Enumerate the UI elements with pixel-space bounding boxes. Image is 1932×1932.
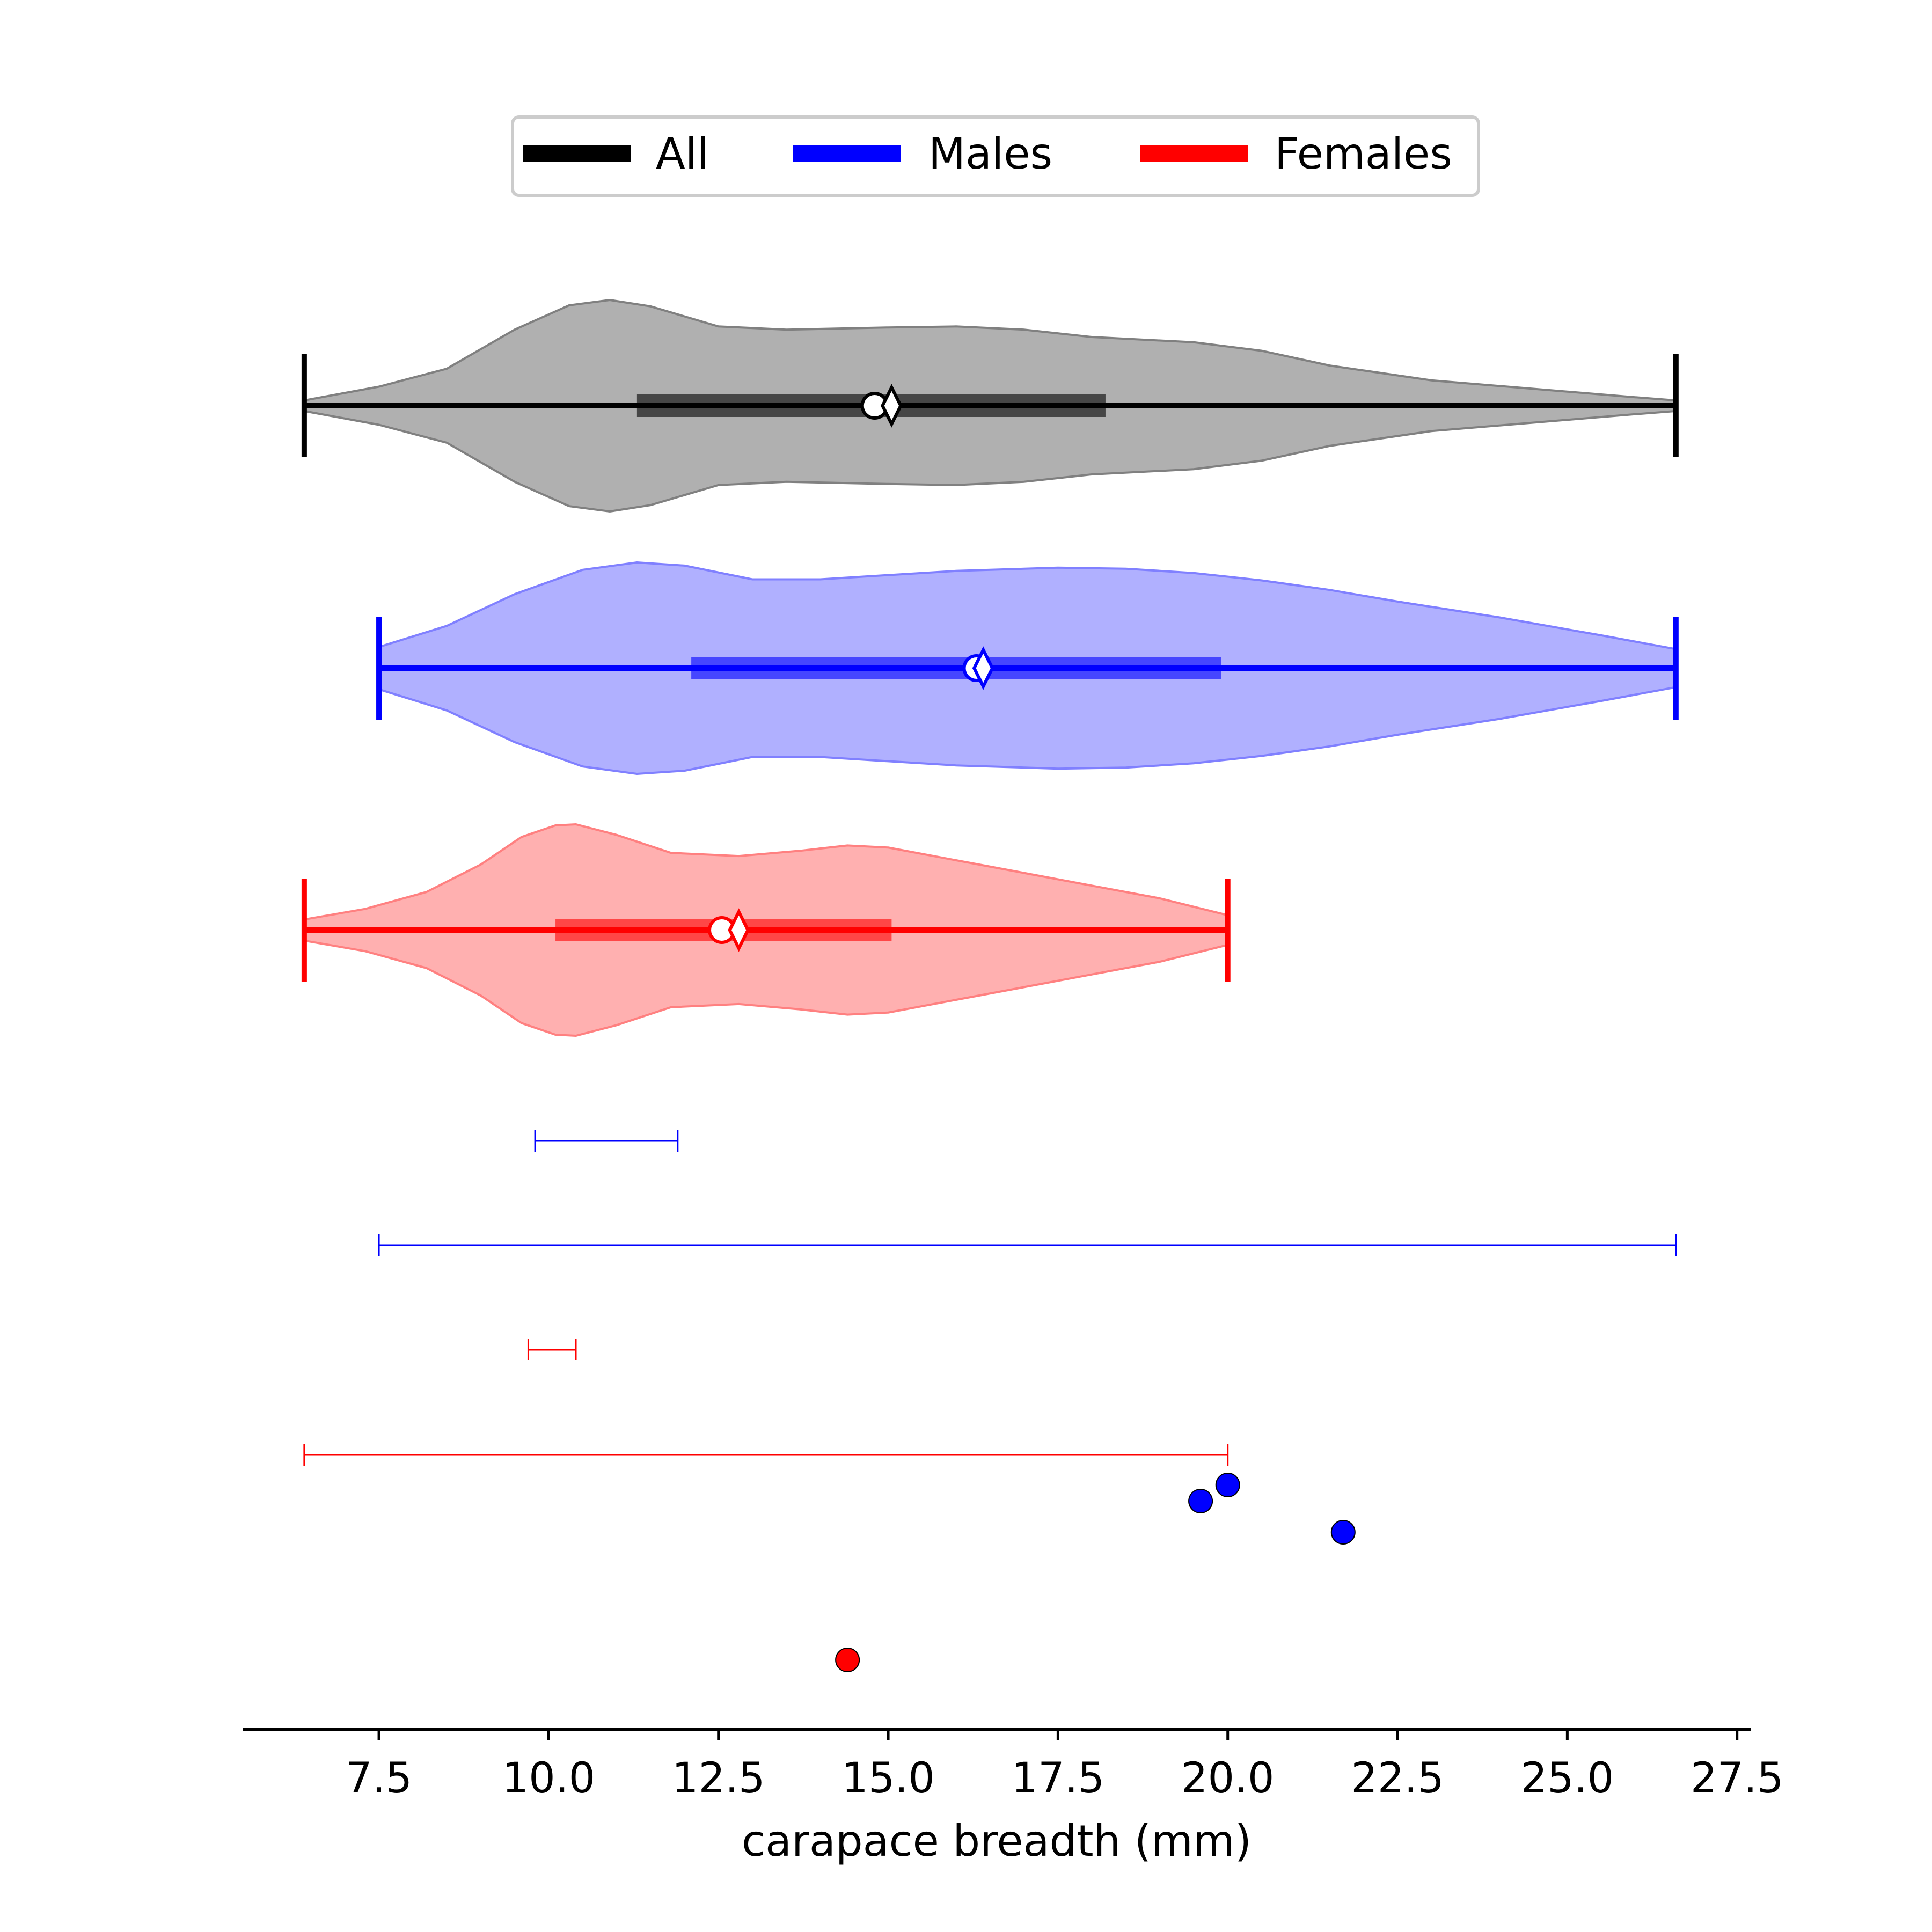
x-tick-label-3: 15.0 bbox=[841, 1754, 935, 1803]
x-axis-label: carapace breadth (mm) bbox=[742, 1816, 1252, 1866]
mean-marker-males bbox=[972, 646, 994, 690]
legend-entry-all: All bbox=[523, 129, 709, 179]
x-tick-label-7: 25.0 bbox=[1521, 1754, 1614, 1803]
data-point-1 bbox=[1215, 1473, 1240, 1497]
legend-entry-males: Males bbox=[793, 129, 1052, 179]
x-ticks: 7.5 10.0 12.5 15.0 17.5 20.0 22.5 25.0 27.5 bbox=[346, 1730, 1784, 1803]
mean-marker-females bbox=[728, 908, 750, 952]
x-tick-label-6: 22.5 bbox=[1351, 1754, 1444, 1803]
x-tick-label-5: 20.0 bbox=[1181, 1754, 1275, 1803]
violins bbox=[301, 298, 1679, 1037]
legend-frame bbox=[511, 115, 1480, 197]
legend-label-females: Females bbox=[1275, 129, 1452, 179]
x-tick-label-2: 12.5 bbox=[672, 1754, 765, 1803]
data-point-0 bbox=[1188, 1489, 1213, 1513]
legend-label-all: All bbox=[656, 129, 709, 179]
data-point-3 bbox=[835, 1648, 860, 1672]
legend: All Males Females bbox=[511, 115, 1480, 197]
legend-entry-females: Females bbox=[1140, 129, 1452, 179]
x-axis: 7.5 10.0 12.5 15.0 17.5 20.0 22.5 25.0 27.5 cara… bbox=[243, 1728, 1784, 1866]
data-point-2 bbox=[1330, 1520, 1356, 1545]
x-tick-label-0: 7.5 bbox=[346, 1754, 412, 1803]
x-tick-label-1: 10.0 bbox=[502, 1754, 596, 1803]
interval-bars bbox=[303, 1130, 1677, 1466]
mean-marker-all bbox=[881, 384, 903, 428]
x-tick-label-4: 17.5 bbox=[1012, 1754, 1105, 1803]
x-tick-label-8: 27.5 bbox=[1690, 1754, 1784, 1803]
legend-label-males: Males bbox=[928, 129, 1052, 179]
data-points bbox=[835, 1473, 1356, 1672]
